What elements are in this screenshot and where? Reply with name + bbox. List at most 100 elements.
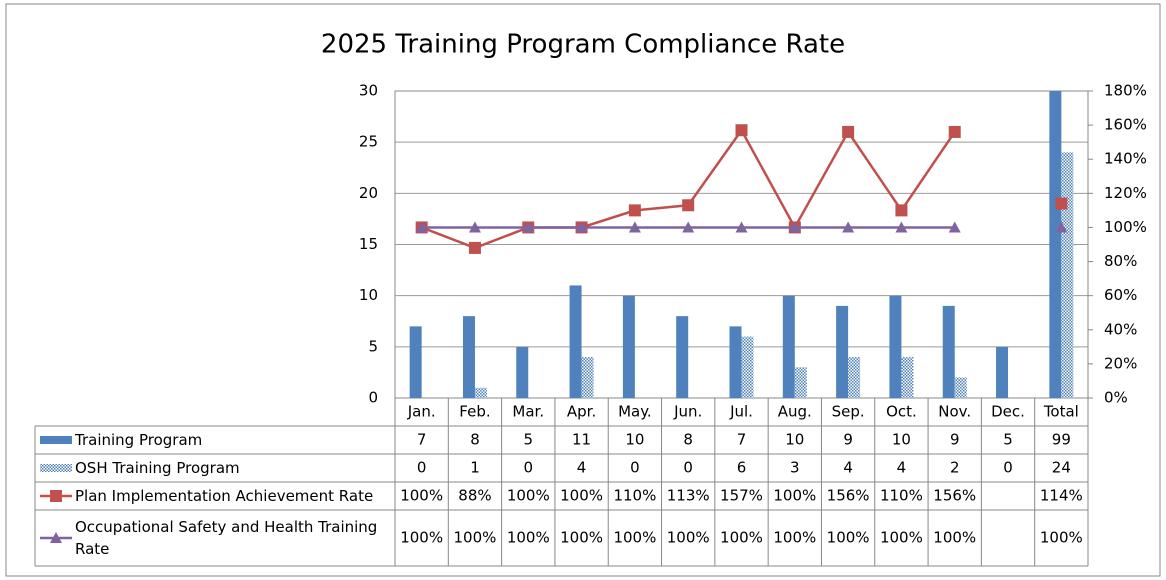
table-value: 100% <box>400 487 443 505</box>
bar <box>741 336 754 398</box>
table-value: 100% <box>507 529 550 547</box>
bar <box>462 316 475 398</box>
x-tick-label: Oct. <box>886 403 917 421</box>
marker <box>735 124 748 137</box>
y2-tick-label: 160% <box>1104 116 1147 134</box>
marker <box>575 221 588 233</box>
marker <box>948 221 961 233</box>
legend-swatch <box>40 436 72 444</box>
marker <box>842 221 855 233</box>
table-value: 6 <box>737 459 747 477</box>
marker <box>468 221 481 233</box>
table-value: 5 <box>523 431 533 449</box>
bar <box>409 326 422 398</box>
x-tick-label: Jul. <box>729 403 753 421</box>
marker <box>682 221 695 233</box>
plot-marks <box>409 91 1074 398</box>
bar <box>942 305 955 398</box>
table-value: 4 <box>577 459 587 477</box>
y2-tick-label: 60% <box>1104 286 1137 304</box>
table-value: 100% <box>454 529 497 547</box>
bar <box>1061 152 1074 398</box>
table-value: 100% <box>773 487 816 505</box>
table-value: 10 <box>892 431 911 449</box>
legend-entry: Training Program <box>75 431 203 449</box>
marker <box>628 221 641 233</box>
y-tick-label: 0 <box>368 389 378 407</box>
x-tick-label: Total <box>1043 403 1079 421</box>
y-tick-label: 5 <box>368 337 378 355</box>
table-value: 10 <box>785 431 804 449</box>
table-value: 113% <box>667 487 710 505</box>
table-value: 100% <box>1040 529 1083 547</box>
table-value: 0 <box>630 459 640 477</box>
table-value: 114% <box>1040 487 1083 505</box>
x-tick-label: Aug. <box>778 403 812 421</box>
y-tick-label: 20 <box>359 184 378 202</box>
table-value: 11 <box>572 431 591 449</box>
table-value: 7 <box>417 431 427 449</box>
table-value: 100% <box>560 529 603 547</box>
y2-tick-label: 20% <box>1104 354 1137 372</box>
table-value: 99 <box>1052 431 1071 449</box>
table-value: 100% <box>613 529 656 547</box>
legend-entry: OSH Training Program <box>75 459 240 477</box>
table-value: 100% <box>400 529 443 547</box>
bar <box>581 357 594 398</box>
table-value: 100% <box>720 529 763 547</box>
x-tick-label: Mar. <box>512 403 544 421</box>
legend-swatch <box>40 464 72 472</box>
table-value: 4 <box>897 459 907 477</box>
table-value: 100% <box>507 487 550 505</box>
bar <box>794 367 807 398</box>
y2-tick-label: 40% <box>1104 320 1137 338</box>
table-value: 100% <box>560 487 603 505</box>
table-value: 88% <box>458 487 491 505</box>
bar <box>474 387 487 398</box>
marker <box>788 221 801 233</box>
x-tick-label: Dec. <box>991 403 1025 421</box>
bar <box>836 305 849 398</box>
bar <box>729 326 742 398</box>
legend-marker <box>50 490 62 502</box>
y-tick-label: 15 <box>359 235 378 253</box>
x-tick-label: May. <box>618 403 652 421</box>
table-value: 0 <box>417 459 427 477</box>
bar <box>622 295 635 398</box>
marker <box>1055 221 1068 233</box>
table-value: 2 <box>950 459 960 477</box>
legend-label: Training Program <box>75 431 203 449</box>
legend-entry: Plan Implementation Achievement Rate <box>75 487 373 505</box>
y2-tick-label: 100% <box>1104 218 1147 236</box>
x-tick-label: Nov. <box>938 403 971 421</box>
y2-tick-label: 180% <box>1104 82 1147 100</box>
bar <box>901 357 914 398</box>
legend-marker <box>50 532 62 543</box>
x-tick-label: Jun. <box>673 403 702 421</box>
x-tick-label: Sep. <box>832 403 865 421</box>
marker <box>1055 197 1068 210</box>
bar <box>569 285 582 398</box>
legend-label: OSH Training Program <box>75 459 240 477</box>
marker <box>522 221 535 233</box>
marker <box>948 125 961 138</box>
bar <box>848 357 861 398</box>
chart-title: 2025 Training Program Compliance Rate <box>321 30 845 60</box>
marker <box>895 221 908 233</box>
bar <box>676 316 689 398</box>
bar <box>782 295 795 398</box>
table-value: 9 <box>950 431 960 449</box>
table-value: 1 <box>470 459 480 477</box>
table-value: 0 <box>1003 459 1013 477</box>
bar <box>889 295 902 398</box>
marker <box>415 221 428 233</box>
bar <box>996 346 1009 398</box>
y-tick-label: 25 <box>359 133 378 151</box>
y-tick-label: 10 <box>359 286 378 304</box>
table-value: 100% <box>827 529 870 547</box>
table-value: 100% <box>773 529 816 547</box>
table-value: 110% <box>880 487 923 505</box>
table-value: 8 <box>683 431 693 449</box>
table-value: 4 <box>843 459 853 477</box>
bar <box>954 377 967 398</box>
